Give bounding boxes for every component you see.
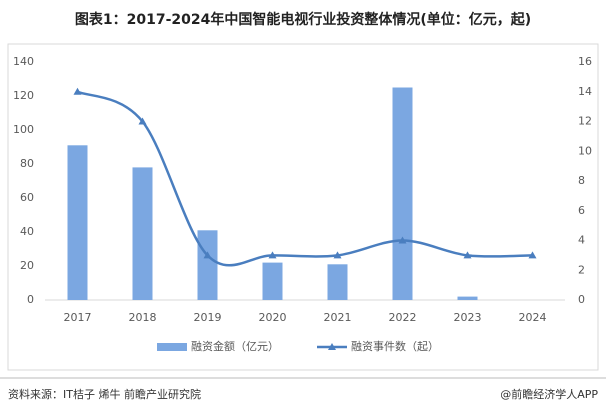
x-tick-label: 2021 bbox=[324, 311, 352, 324]
y-tick-label: 140 bbox=[13, 55, 34, 68]
marker bbox=[138, 117, 147, 125]
chart-title: 图表1：2017-2024年中国智能电视行业投资整体情况(单位：亿元，起) bbox=[75, 11, 531, 28]
y2-tick-label: 6 bbox=[578, 204, 585, 217]
legend-label: 融资事件数（起） bbox=[351, 340, 439, 353]
marker bbox=[268, 251, 277, 259]
marker bbox=[398, 236, 407, 244]
bar bbox=[262, 262, 283, 300]
x-tick-label: 2022 bbox=[389, 311, 417, 324]
y-tick-label: 120 bbox=[13, 89, 34, 102]
y-tick-label: 100 bbox=[13, 123, 34, 136]
x-tick-label: 2017 bbox=[64, 311, 92, 324]
line bbox=[76, 90, 533, 267]
x-tick-label: 2020 bbox=[259, 311, 287, 324]
x-tick-label: 2023 bbox=[454, 311, 482, 324]
bar bbox=[132, 167, 153, 300]
marker bbox=[528, 251, 537, 259]
marker bbox=[73, 87, 82, 95]
marker bbox=[463, 251, 472, 259]
y2-tick-label: 12 bbox=[578, 115, 592, 128]
y-tick-label: 20 bbox=[20, 259, 34, 272]
bar bbox=[327, 264, 348, 300]
credit: @前瞻经济学人APP bbox=[500, 387, 598, 401]
bar bbox=[197, 230, 218, 300]
marker bbox=[203, 251, 212, 259]
bar bbox=[457, 296, 478, 300]
marker bbox=[333, 251, 342, 259]
legend-marker bbox=[328, 343, 336, 350]
y-tick-label: 40 bbox=[20, 225, 34, 238]
y2-tick-label: 10 bbox=[578, 144, 592, 157]
y2-tick-label: 14 bbox=[578, 85, 592, 98]
source: 资料来源：IT桔子 烯牛 前瞻产业研究院 bbox=[8, 387, 201, 401]
x-tick-label: 2019 bbox=[194, 311, 222, 324]
y2-tick-label: 0 bbox=[578, 293, 585, 306]
x-tick-label: 2024 bbox=[519, 311, 547, 324]
y2-tick-label: 2 bbox=[578, 263, 585, 276]
bar bbox=[392, 87, 413, 300]
y-tick-label: 60 bbox=[20, 191, 34, 204]
y2-tick-label: 4 bbox=[578, 234, 585, 247]
legend-label: 融资金额（亿元） bbox=[191, 339, 279, 353]
bar bbox=[67, 145, 88, 300]
x-tick-label: 2018 bbox=[129, 311, 157, 324]
legend-swatch bbox=[157, 343, 187, 351]
chart-frame bbox=[7, 43, 599, 371]
y-tick-label: 80 bbox=[20, 157, 34, 170]
y-tick-label: 0 bbox=[27, 293, 34, 306]
y2-tick-label: 8 bbox=[578, 174, 585, 187]
y2-tick-label: 16 bbox=[578, 55, 592, 68]
